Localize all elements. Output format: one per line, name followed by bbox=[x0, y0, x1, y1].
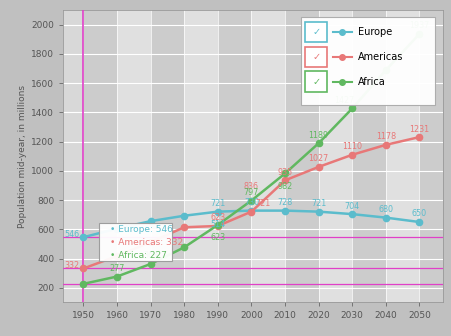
Bar bbox=[385, 10, 419, 302]
Text: • Americas: 332: • Americas: 332 bbox=[110, 238, 183, 247]
Text: Americas: Americas bbox=[357, 52, 402, 62]
Text: 721: 721 bbox=[310, 199, 326, 208]
Text: 650: 650 bbox=[411, 209, 426, 218]
Bar bbox=[419, 10, 451, 302]
Bar bbox=[318, 10, 351, 302]
Bar bbox=[117, 10, 150, 302]
Text: 680: 680 bbox=[377, 205, 392, 214]
FancyBboxPatch shape bbox=[300, 17, 434, 105]
Text: ✓: ✓ bbox=[311, 52, 319, 62]
Y-axis label: Population mid-year, in millions: Population mid-year, in millions bbox=[18, 85, 27, 228]
Bar bbox=[83, 10, 117, 302]
Text: 623: 623 bbox=[210, 233, 225, 242]
Text: 836: 836 bbox=[244, 182, 258, 191]
Text: ✓: ✓ bbox=[311, 77, 319, 87]
Text: 514: 514 bbox=[210, 220, 225, 229]
Text: 1027: 1027 bbox=[308, 154, 328, 163]
Text: 1937: 1937 bbox=[409, 22, 428, 30]
Bar bbox=[150, 10, 184, 302]
Text: 1110: 1110 bbox=[341, 142, 361, 151]
FancyBboxPatch shape bbox=[98, 223, 172, 261]
Text: 363: 363 bbox=[143, 251, 158, 260]
Text: 721: 721 bbox=[254, 199, 270, 208]
Text: 728: 728 bbox=[277, 198, 292, 207]
Text: Europe: Europe bbox=[357, 27, 391, 37]
Bar bbox=[304, 22, 327, 42]
Bar bbox=[285, 10, 318, 302]
Text: 546: 546 bbox=[64, 230, 79, 239]
Text: 277: 277 bbox=[109, 264, 124, 273]
Text: 982: 982 bbox=[277, 182, 292, 191]
Text: 1231: 1231 bbox=[409, 125, 428, 133]
Text: • Africa: 227: • Africa: 227 bbox=[110, 251, 167, 259]
Text: 1427: 1427 bbox=[333, 96, 353, 105]
Text: ✓: ✓ bbox=[311, 27, 319, 37]
Text: Africa: Africa bbox=[357, 77, 384, 87]
Bar bbox=[184, 10, 217, 302]
Bar bbox=[304, 47, 327, 67]
Text: 797: 797 bbox=[243, 188, 258, 197]
Bar bbox=[351, 10, 385, 302]
Bar bbox=[304, 72, 327, 92]
Text: 730: 730 bbox=[244, 198, 258, 207]
Text: 935: 935 bbox=[277, 168, 292, 177]
Bar bbox=[217, 10, 251, 302]
Text: 704: 704 bbox=[344, 202, 359, 211]
Text: 1178: 1178 bbox=[375, 132, 395, 141]
Text: 623: 623 bbox=[210, 213, 225, 222]
Text: • Europe: 546: • Europe: 546 bbox=[110, 225, 173, 235]
Text: 721: 721 bbox=[210, 199, 225, 208]
Text: 332: 332 bbox=[64, 261, 79, 270]
Text: 1189: 1189 bbox=[308, 131, 328, 140]
Bar bbox=[251, 10, 285, 302]
